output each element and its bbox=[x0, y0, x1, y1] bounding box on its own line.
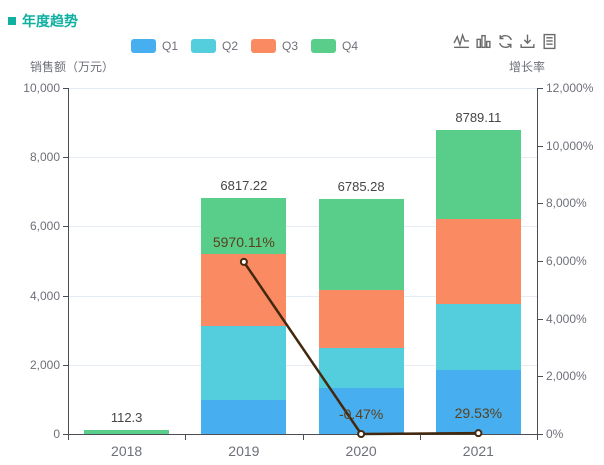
left-axis-tick bbox=[63, 88, 68, 89]
gridline bbox=[68, 364, 537, 366]
chart-legend: Q1 Q2 Q3 Q4 bbox=[131, 39, 358, 53]
right-axis-tick-label: 4,000% bbox=[546, 311, 587, 326]
x-axis-label-2020: 2020 bbox=[345, 443, 377, 459]
gridline bbox=[68, 88, 537, 89]
bar-2020-q4[interactable] bbox=[318, 199, 404, 291]
left-axis-tick bbox=[63, 226, 68, 228]
left-axis-tick-label: 2,000 bbox=[29, 357, 60, 372]
switch-to-line-icon[interactable] bbox=[453, 33, 470, 50]
line-point-2021[interactable] bbox=[474, 429, 483, 438]
legend-swatch-q3 bbox=[251, 39, 277, 53]
legend-label: Q2 bbox=[222, 39, 239, 53]
save-as-image-icon[interactable] bbox=[519, 33, 536, 50]
legend-item-q2[interactable]: Q2 bbox=[191, 39, 238, 53]
bar-2020-q3[interactable] bbox=[318, 290, 404, 349]
bar-2021-q4[interactable] bbox=[435, 129, 521, 219]
x-axis-tick bbox=[302, 435, 304, 440]
legend-label: Q1 bbox=[162, 39, 179, 53]
right-axis-tick bbox=[538, 376, 543, 378]
legend-swatch-q4 bbox=[311, 39, 337, 53]
right-axis-tick bbox=[538, 203, 543, 205]
x-axis-line bbox=[68, 434, 538, 435]
right-axis-tick bbox=[538, 261, 543, 262]
left-axis-tick bbox=[63, 295, 68, 297]
bar-2021-q1[interactable] bbox=[435, 369, 521, 434]
growth-rate-line[interactable] bbox=[68, 88, 537, 439]
bar-2021-q2[interactable] bbox=[435, 304, 521, 370]
right-axis-title: 增长率 bbox=[508, 60, 545, 74]
data-view-icon[interactable] bbox=[541, 33, 558, 50]
left-axis-tick-label: 10,000 bbox=[23, 81, 60, 95]
right-axis-tick bbox=[538, 434, 543, 435]
left-axis-tick-label: 0 bbox=[53, 427, 60, 441]
switch-to-bar-icon[interactable] bbox=[475, 33, 492, 50]
x-axis-tick bbox=[537, 435, 538, 440]
bar-2019-q4[interactable] bbox=[201, 198, 287, 254]
bar-total-label-2020: 6785.28 bbox=[337, 179, 385, 195]
bar-total-label-2019: 6817.22 bbox=[220, 178, 268, 194]
x-axis-label-2019: 2019 bbox=[228, 443, 260, 459]
page-title: 年度趋势 bbox=[22, 13, 78, 29]
legend-item-q1[interactable]: Q1 bbox=[131, 39, 178, 53]
right-axis-tick bbox=[538, 318, 543, 320]
right-axis-tick-label: 10,000% bbox=[546, 138, 594, 153]
right-axis-tick-label: 12,000% bbox=[546, 81, 594, 95]
line-point-2019[interactable] bbox=[239, 257, 248, 266]
x-axis-label-2021: 2021 bbox=[462, 443, 494, 459]
left-axis-tick-label: 4,000 bbox=[29, 288, 60, 303]
card-title: 年度趋势 bbox=[8, 11, 78, 31]
legend-label: Q3 bbox=[282, 39, 299, 53]
bar-2020-q1[interactable] bbox=[318, 387, 404, 434]
bar-2020-q2[interactable] bbox=[318, 348, 404, 388]
x-axis-tick bbox=[68, 435, 69, 440]
growth-label-2020: -0.47% bbox=[338, 406, 384, 422]
bar-total-label-2018: 112.3 bbox=[110, 410, 143, 426]
growth-label-2019: 5970.11% bbox=[212, 233, 275, 250]
right-axis-tick-label: 8,000% bbox=[546, 196, 587, 211]
bar-total-label-2021: 8789.11 bbox=[455, 109, 502, 125]
right-axis-tick-label: 0% bbox=[546, 427, 564, 441]
chart-toolbox bbox=[453, 33, 558, 50]
left-axis-tick bbox=[63, 364, 68, 366]
right-axis-line bbox=[537, 88, 538, 434]
x-axis-label-2018: 2018 bbox=[111, 443, 143, 459]
bar-2019-q1[interactable] bbox=[201, 399, 287, 434]
gridline bbox=[68, 295, 537, 297]
left-axis-tick-label: 6,000 bbox=[29, 219, 60, 234]
bar-2019-q2[interactable] bbox=[201, 326, 287, 400]
gridline bbox=[68, 226, 537, 228]
left-axis-line bbox=[68, 88, 69, 434]
legend-item-q4[interactable]: Q4 bbox=[311, 39, 358, 53]
x-axis-tick bbox=[185, 435, 187, 440]
legend-label: Q4 bbox=[342, 39, 359, 53]
left-axis-tick bbox=[63, 434, 68, 435]
legend-swatch-q2 bbox=[191, 39, 217, 53]
restore-icon[interactable] bbox=[497, 33, 514, 50]
right-axis-tick bbox=[538, 88, 543, 89]
bar-2021-q3[interactable] bbox=[435, 218, 521, 305]
legend-swatch-q1 bbox=[131, 39, 156, 53]
x-axis-tick bbox=[419, 435, 421, 440]
right-axis-tick-label: 2,000% bbox=[546, 369, 587, 384]
right-axis-tick bbox=[538, 145, 543, 147]
right-axis-tick-label: 6,000% bbox=[546, 254, 587, 268]
legend-item-q3[interactable]: Q3 bbox=[251, 39, 298, 53]
gridline bbox=[68, 157, 537, 159]
bar-2018-q4[interactable] bbox=[84, 430, 170, 434]
bar-2019-q3[interactable] bbox=[201, 254, 287, 326]
plot-area bbox=[68, 88, 537, 434]
left-axis-tick-label: 8,000 bbox=[29, 150, 60, 165]
line-point-2020[interactable] bbox=[357, 430, 366, 439]
growth-label-2021: 29.53% bbox=[454, 405, 503, 422]
left-axis-tick bbox=[63, 157, 68, 159]
title-bullet-icon bbox=[8, 17, 16, 25]
left-axis-title: 销售额（万元） bbox=[30, 60, 115, 74]
